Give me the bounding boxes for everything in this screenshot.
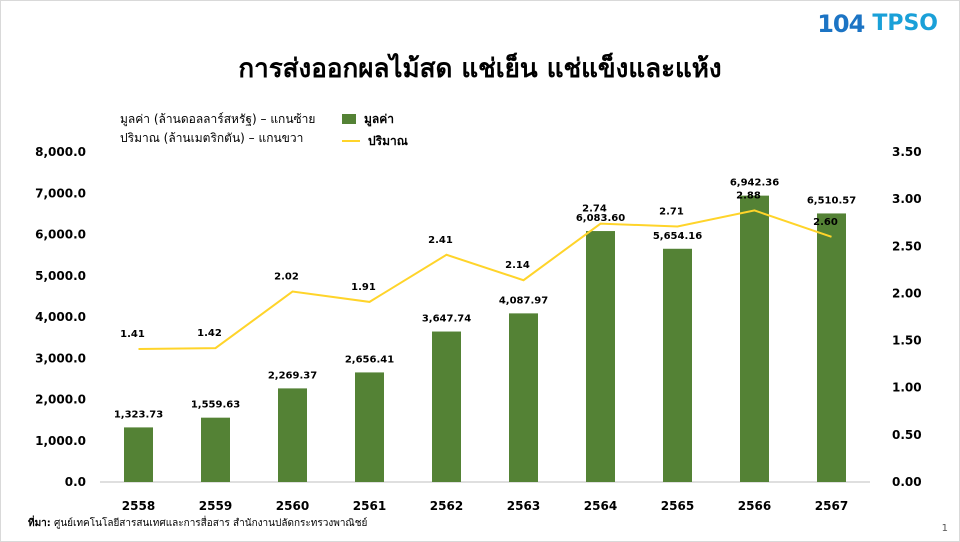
- y-right-tick-label: 0.50: [892, 428, 922, 442]
- x-tick-label: 2559: [199, 499, 232, 513]
- y-right-tick-label: 2.50: [892, 239, 922, 253]
- bar: [586, 231, 615, 482]
- axis-notes: มูลค่า (ล้านดอลลาร์สหรัฐ) – แกนซ้าย ปริม…: [120, 110, 315, 148]
- y-right-tick-label: 3.50: [892, 145, 922, 159]
- bar: [278, 388, 307, 482]
- x-tick-label: 2558: [122, 499, 155, 513]
- x-tick-label: 2567: [815, 499, 848, 513]
- x-tick-label: 2564: [584, 499, 617, 513]
- bar-value-label: 2,269.37: [268, 370, 317, 381]
- line-value-label: 2.88: [736, 190, 761, 201]
- legend-item-value: มูลค่า: [342, 108, 408, 130]
- chart-title: การส่งออกผลไม้สด แช่เย็น แช่แข็งและแห้ง: [238, 54, 722, 84]
- source-text: ศูนย์เทคโนโลยีสารสนเทศและการสื่อสาร สำนั…: [54, 518, 368, 529]
- bar: [740, 195, 769, 482]
- bar: [355, 372, 384, 482]
- y-left-tick-label: 8,000.0: [35, 145, 86, 159]
- y-left-tick-label: 6,000.0: [35, 228, 86, 242]
- y-right-tick-label: 1.00: [892, 381, 922, 395]
- volume-line: [138, 209, 832, 351]
- legend-item-volume: ปริมาณ: [342, 130, 408, 152]
- bar: [509, 313, 538, 482]
- legend-label-value: มูลค่า: [364, 112, 395, 126]
- bar-value-label: 4,087.97: [499, 295, 548, 306]
- bar: [817, 213, 846, 483]
- bar-value-label: 3,647.74: [422, 314, 471, 325]
- x-tick-label: 2560: [276, 499, 309, 513]
- bar-value-label: 6,510.57: [807, 195, 856, 206]
- bar: [124, 427, 153, 482]
- source-label: ที่มา:: [28, 518, 51, 529]
- x-tick-label: 2561: [353, 499, 386, 513]
- logo: 104 TPSO: [817, 10, 938, 38]
- legend-label-volume: ปริมาณ: [368, 134, 408, 148]
- source-note: ที่มา: ศูนย์เทคโนโลยีสารสนเทศและการสื่อส…: [28, 516, 367, 531]
- bar: [201, 417, 230, 482]
- y-left-tick-label: 5,000.0: [35, 269, 86, 283]
- y-right-tick-label: 2.00: [892, 286, 922, 300]
- legend-bar-swatch: [342, 114, 356, 124]
- bar-value-label: 2,656.41: [345, 354, 394, 365]
- y-left-tick-label: 7,000.0: [35, 186, 86, 200]
- logo-104-mark: 104: [817, 10, 865, 38]
- x-tick-label: 2563: [507, 499, 540, 513]
- x-tick-label: 2562: [430, 499, 463, 513]
- left-axis-note: มูลค่า (ล้านดอลลาร์สหรัฐ) – แกนซ้าย: [120, 112, 316, 126]
- y-right-tick-label: 1.50: [892, 334, 922, 348]
- y-right-tick-label: 0.00: [892, 475, 922, 489]
- y-left-tick-label: 3,000.0: [35, 351, 86, 365]
- bar-value-label: 1,323.73: [114, 409, 163, 420]
- line-value-label: 2.74: [582, 204, 607, 215]
- line-value-label: 2.02: [274, 272, 299, 283]
- y-left-tick-label: 4,000.0: [35, 310, 86, 324]
- line-value-label: 1.41: [120, 329, 145, 340]
- line-value-label: 2.14: [505, 260, 530, 271]
- line-value-label: 2.71: [659, 206, 684, 217]
- bar-value-label: 1,559.63: [191, 400, 240, 411]
- bar-value-label: 6,942.36: [730, 178, 779, 189]
- y-left-tick-label: 2,000.0: [35, 393, 86, 407]
- y-right-tick-label: 3.00: [892, 192, 922, 206]
- bar-value-label: 5,654.16: [653, 231, 702, 242]
- legend: มูลค่า ปริมาณ: [342, 108, 408, 152]
- bar-value-label: 6,083.60: [576, 213, 625, 224]
- y-left-tick-label: 1,000.0: [35, 434, 86, 448]
- legend-line-swatch: [342, 140, 360, 142]
- line-value-label: 1.42: [197, 328, 222, 339]
- bar: [663, 248, 692, 482]
- line-value-label: 2.60: [813, 217, 838, 228]
- right-axis-note: ปริมาณ (ล้านเมตริกตัน) – แกนขวา: [120, 131, 304, 145]
- x-tick-label: 2566: [738, 499, 771, 513]
- x-tick-label: 2565: [661, 499, 694, 513]
- page-number: 1: [941, 523, 948, 534]
- bar: [432, 331, 461, 482]
- line-value-label: 2.41: [428, 235, 453, 246]
- logo-tpso-mark: TPSO: [872, 11, 938, 36]
- y-left-tick-label: 0.0: [65, 475, 86, 489]
- line-value-label: 1.91: [351, 282, 376, 293]
